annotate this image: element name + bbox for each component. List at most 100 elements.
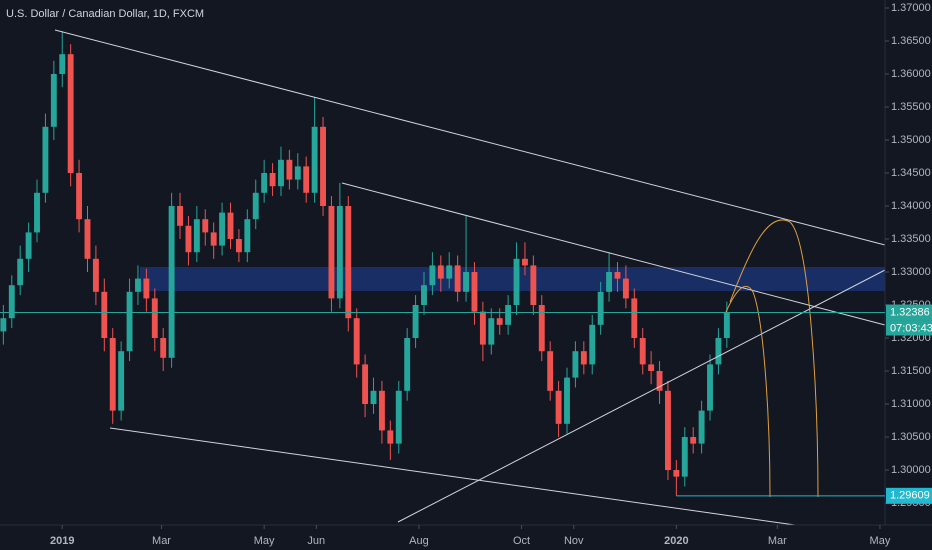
- candle-body: [513, 258, 520, 306]
- drawings: [54, 29, 886, 526]
- candle-body: [622, 278, 629, 299]
- x-tick-label: 2020: [664, 535, 688, 547]
- candle-body: [395, 390, 402, 444]
- candle-body: [631, 298, 638, 339]
- candle-body: [521, 258, 528, 266]
- candle-body: [606, 272, 613, 292]
- candle-body: [681, 437, 688, 477]
- candle-body: [353, 318, 360, 365]
- candle-body: [59, 54, 66, 74]
- candle-body: [707, 364, 713, 411]
- candle-body: [665, 390, 671, 471]
- candle-body: [547, 351, 554, 391]
- candle-body: [210, 232, 217, 246]
- x-tick-label: 2019: [50, 535, 74, 547]
- candle-body: [76, 172, 83, 220]
- x-tick-label: Jun: [307, 535, 325, 547]
- y-tick-label: 1.36000: [891, 68, 931, 80]
- candle-body: [17, 258, 24, 286]
- candle-body: [412, 305, 419, 339]
- candle-body: [0, 318, 7, 332]
- candle-body: [219, 212, 226, 246]
- candle-body: [454, 265, 461, 292]
- countdown: 07:03:43: [890, 322, 932, 334]
- candle-body: [362, 364, 369, 405]
- candle-body: [135, 278, 141, 292]
- trend-line: [109, 427, 796, 526]
- candle-body: [42, 126, 49, 193]
- candle-body: [479, 311, 486, 345]
- candle-body: [294, 166, 301, 180]
- candle-body: [698, 410, 705, 444]
- level-label-box: [886, 487, 932, 504]
- candle-body: [193, 219, 200, 253]
- level-label: 1.29609: [890, 490, 930, 502]
- candle-body: [723, 312, 730, 339]
- candle-body: [328, 206, 335, 299]
- candle-body: [320, 126, 326, 207]
- y-tick-label: 1.35000: [891, 134, 931, 146]
- candle-body: [151, 298, 158, 339]
- candle-body: [126, 291, 133, 352]
- candle-body: [538, 305, 545, 352]
- candle-body: [463, 272, 469, 292]
- candle-body: [446, 265, 453, 279]
- candle-body: [572, 351, 579, 378]
- candle-body: [227, 212, 234, 240]
- candle-body: [488, 318, 495, 345]
- candle-body: [370, 390, 377, 405]
- x-tick-label: May: [254, 535, 275, 547]
- arc: [729, 219, 819, 498]
- candle-body: [101, 291, 108, 339]
- candle-body: [555, 390, 562, 424]
- trend-line: [54, 29, 886, 246]
- arc: [725, 285, 771, 498]
- candle-body: [34, 192, 40, 233]
- x-tick-label: Aug: [409, 535, 429, 547]
- candle-body: [690, 437, 697, 444]
- candle-body: [656, 371, 663, 391]
- price-label-box: [886, 304, 932, 321]
- candle-body: [597, 291, 604, 325]
- candle-body: [269, 172, 276, 187]
- candle-body: [589, 324, 596, 365]
- candle-body: [673, 470, 680, 477]
- candle-body: [185, 225, 192, 253]
- x-tick-label: Nov: [564, 535, 584, 547]
- candle-body: [648, 364, 655, 372]
- y-tick-label: 1.33000: [891, 266, 931, 278]
- y-tick-label: 1.31500: [891, 365, 931, 377]
- x-tick-label: May: [870, 535, 891, 547]
- candles: [0, 31, 730, 496]
- candle-body: [639, 338, 646, 365]
- candle-body: [109, 338, 116, 411]
- candle-body: [429, 265, 436, 286]
- candle-body: [286, 159, 293, 180]
- y-tick-label: 1.34500: [891, 167, 931, 179]
- candle-body: [261, 172, 268, 193]
- candle-body: [202, 219, 209, 233]
- candle-body: [580, 351, 587, 365]
- candle-body: [177, 206, 183, 226]
- candle-body: [118, 351, 125, 411]
- candle-body: [160, 338, 167, 358]
- candle-body: [25, 232, 32, 259]
- candle-body: [235, 239, 242, 253]
- candle-body: [715, 338, 722, 365]
- candle-body: [437, 265, 444, 279]
- y-tick-label: 1.30500: [891, 431, 931, 443]
- candle-body: [67, 54, 74, 173]
- projections: [725, 219, 819, 498]
- y-tick-label: 1.35500: [891, 101, 931, 113]
- candle-body: [336, 206, 343, 299]
- candle-body: [252, 192, 259, 220]
- zone: [140, 267, 885, 291]
- y-tick-label: 1.37000: [891, 2, 931, 14]
- trend-line: [341, 182, 886, 326]
- y-tick-label: 1.34000: [891, 200, 931, 212]
- trend-line: [397, 269, 886, 523]
- x-tick-label: Mar: [152, 535, 171, 547]
- candle-body: [143, 278, 150, 299]
